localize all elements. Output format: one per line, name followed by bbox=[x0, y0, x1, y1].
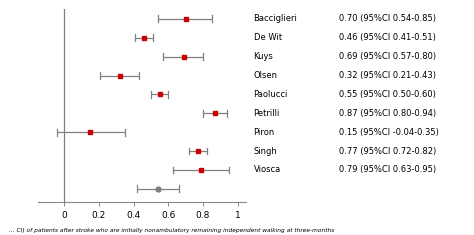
Text: Kuys: Kuys bbox=[254, 52, 273, 61]
Text: Paolucci: Paolucci bbox=[254, 90, 288, 99]
Text: Olsen: Olsen bbox=[254, 71, 278, 80]
Text: 0.70 (95%CI 0.54-0.85): 0.70 (95%CI 0.54-0.85) bbox=[339, 14, 436, 23]
Text: 0.69 (95%CI 0.57-0.80): 0.69 (95%CI 0.57-0.80) bbox=[339, 52, 436, 61]
Text: 0.32 (95%CI 0.21-0.43): 0.32 (95%CI 0.21-0.43) bbox=[339, 71, 436, 80]
Text: De Wit: De Wit bbox=[254, 33, 282, 42]
Text: Petrilli: Petrilli bbox=[254, 109, 280, 118]
Text: 0.46 (95%CI 0.41-0.51): 0.46 (95%CI 0.41-0.51) bbox=[339, 33, 436, 42]
Text: 0.15 (95%CI -0.04-0.35): 0.15 (95%CI -0.04-0.35) bbox=[339, 128, 439, 137]
Text: 0.77 (95%CI 0.72-0.82): 0.77 (95%CI 0.72-0.82) bbox=[339, 147, 436, 156]
Text: Singh: Singh bbox=[254, 147, 277, 156]
Text: 0.87 (95%CI 0.80-0.94): 0.87 (95%CI 0.80-0.94) bbox=[339, 109, 436, 118]
Text: ... CI) of patients after stroke who are initially nonambulatory remaining indep: ... CI) of patients after stroke who are… bbox=[9, 228, 335, 233]
Text: Bacciglieri: Bacciglieri bbox=[254, 14, 298, 23]
Text: Viosca: Viosca bbox=[254, 165, 281, 174]
Text: 0.79 (95%CI 0.63-0.95): 0.79 (95%CI 0.63-0.95) bbox=[339, 165, 436, 174]
Text: 0.55 (95%CI 0.50-0.60): 0.55 (95%CI 0.50-0.60) bbox=[339, 90, 436, 99]
Text: Piron: Piron bbox=[254, 128, 275, 137]
